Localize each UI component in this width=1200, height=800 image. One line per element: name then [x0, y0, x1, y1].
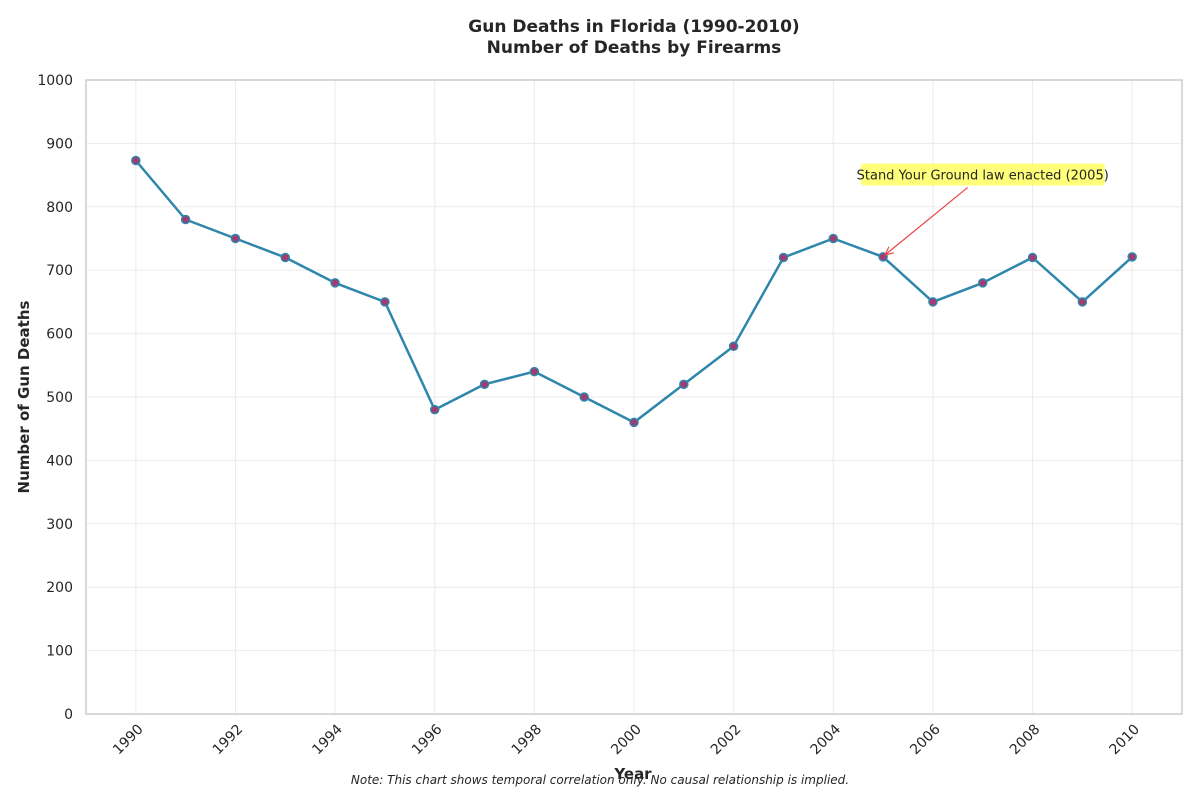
data-point — [1127, 252, 1137, 262]
data-point — [579, 392, 589, 402]
x-tick-label: 2000 — [608, 722, 645, 759]
data-point — [479, 379, 490, 390]
data-point — [230, 233, 241, 244]
annotation-box — [860, 163, 1105, 186]
y-tick-label: 700 — [46, 263, 73, 279]
x-tick-label: 2004 — [808, 721, 845, 758]
x-axis: 1990 1992 1994 1996 1998 2000 2002 2004 2006 2008… — [110, 721, 1143, 758]
y-tick-label: 100 — [46, 644, 73, 660]
data-point — [629, 417, 639, 428]
y-tick-label: 400 — [46, 453, 73, 469]
data-point — [778, 252, 789, 263]
data-point — [1077, 297, 1088, 307]
annotation-arrowhead — [884, 246, 894, 256]
annotation: Stand Your Ground law enacted (2005) — [857, 163, 1109, 256]
y-tick-label: 600 — [46, 327, 73, 343]
y-tick-label: 200 — [46, 580, 73, 596]
y-tick-label: 0 — [64, 707, 73, 723]
x-tick-label: 1990 — [110, 722, 147, 759]
data-point — [180, 214, 191, 225]
x-tick-label: 1996 — [409, 721, 446, 758]
data-point — [280, 252, 291, 263]
y-tick-label: 1000 — [37, 73, 73, 89]
y-tick-label: 800 — [46, 200, 73, 216]
y-axis: 0 100 200 300 400 500 600 700 800 900 1000 — [37, 73, 73, 723]
data-point — [679, 379, 689, 390]
x-tick-label: 1994 — [309, 721, 346, 758]
x-tick-label: 1998 — [509, 722, 546, 759]
y-tick-label: 900 — [46, 136, 73, 152]
x-tick-label: 2006 — [907, 721, 944, 758]
annotation-arrow — [884, 187, 969, 256]
data-point — [728, 341, 739, 352]
y-axis-label: Number of Gun Deaths — [15, 301, 33, 494]
data-point — [380, 297, 390, 307]
data-point — [429, 404, 440, 415]
chart-subtitle: Number of Deaths by Firearms — [487, 38, 782, 58]
plot-frame — [85, 79, 1183, 715]
data-point — [977, 278, 988, 288]
annotation-text: Stand Your Ground law enacted (2005) — [857, 168, 1109, 183]
x-axis-label: Year — [613, 765, 652, 783]
x-tick-label: 2002 — [708, 722, 745, 759]
x-tick-label: 2010 — [1106, 722, 1143, 759]
y-tick-label: 500 — [46, 390, 73, 406]
data-point — [330, 278, 340, 288]
data-point — [928, 297, 938, 307]
x-tick-label: 2008 — [1007, 722, 1044, 759]
x-tick-label: 1992 — [210, 722, 247, 759]
data-point — [1027, 252, 1038, 263]
chart-title: Gun Deaths in Florida (1990-2010) — [468, 17, 799, 37]
data-point — [529, 366, 540, 377]
data-point — [131, 155, 141, 166]
series-markers — [131, 155, 1137, 428]
data-point — [828, 233, 839, 244]
chart-note: Note: This chart shows temporal correlat… — [351, 773, 849, 787]
y-tick-label: 300 — [46, 517, 73, 533]
